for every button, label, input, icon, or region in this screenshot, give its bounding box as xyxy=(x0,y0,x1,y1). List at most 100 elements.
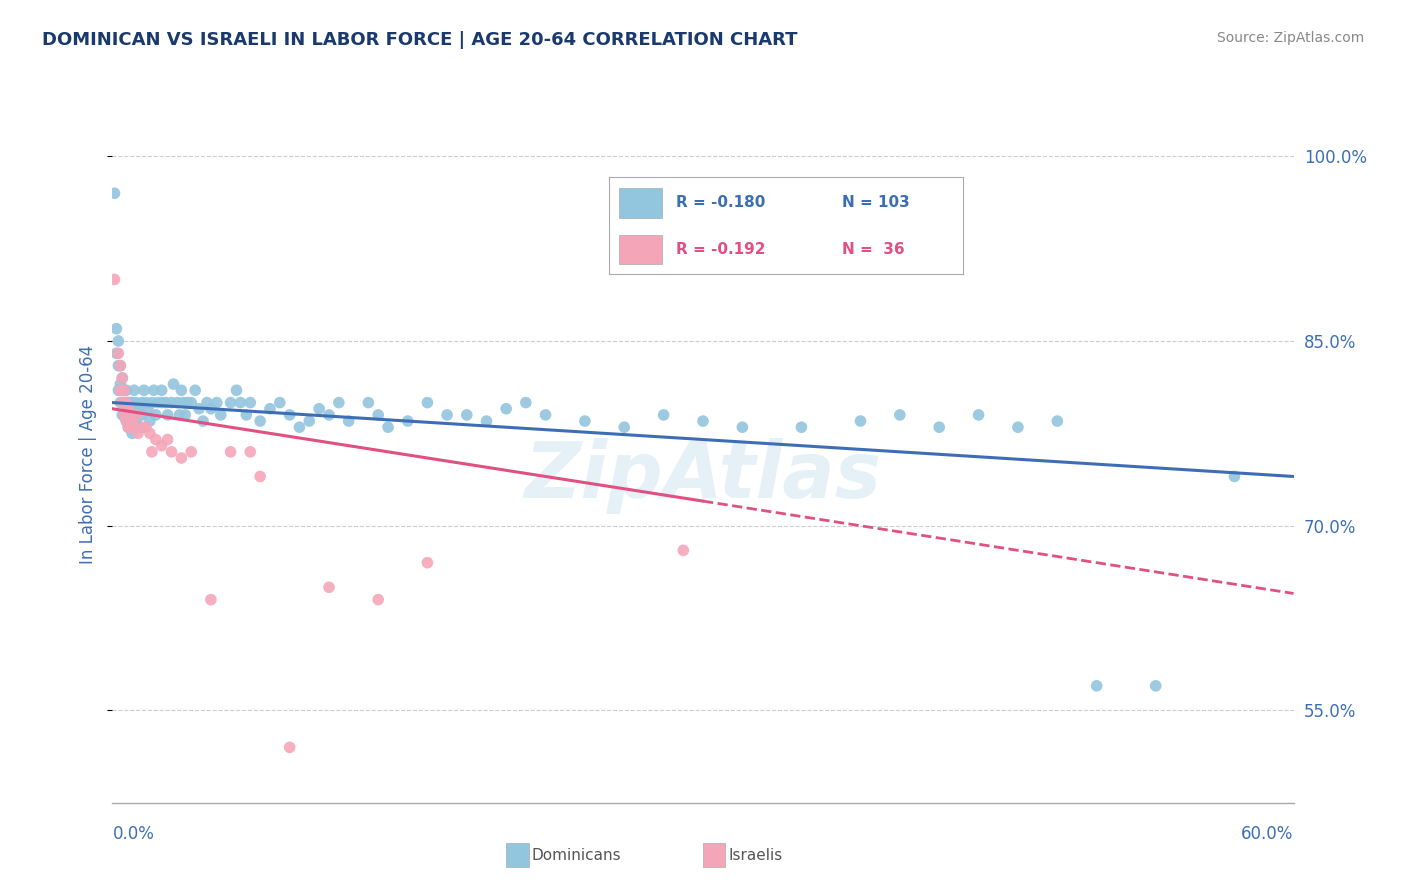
Point xyxy=(156,433,179,447)
Point xyxy=(367,408,389,422)
Point xyxy=(103,272,125,286)
Point xyxy=(115,414,138,428)
Point xyxy=(219,445,242,459)
Point xyxy=(416,395,439,409)
Point xyxy=(249,414,271,428)
Point xyxy=(125,408,148,422)
Point xyxy=(103,186,125,201)
Point xyxy=(652,408,675,422)
Point xyxy=(160,395,183,409)
Text: DOMINICAN VS ISRAELI IN LABOR FORCE | AGE 20-64 CORRELATION CHART: DOMINICAN VS ISRAELI IN LABOR FORCE | AG… xyxy=(42,31,797,49)
Text: N = 103: N = 103 xyxy=(842,195,910,211)
Text: R = -0.180: R = -0.180 xyxy=(676,195,765,211)
Point xyxy=(278,408,301,422)
Text: Israelis: Israelis xyxy=(728,848,783,863)
Point xyxy=(142,384,165,398)
Point xyxy=(162,377,184,392)
Point xyxy=(184,384,207,398)
Text: 0.0%: 0.0% xyxy=(112,825,155,843)
Text: Dominicans: Dominicans xyxy=(531,848,621,863)
Point xyxy=(416,556,439,570)
Point xyxy=(205,395,228,409)
Point xyxy=(169,408,191,422)
Point xyxy=(534,408,557,422)
Point xyxy=(172,395,194,409)
Point xyxy=(1085,679,1108,693)
Point xyxy=(125,414,148,428)
Point xyxy=(127,401,149,416)
Point xyxy=(110,359,132,373)
Point xyxy=(731,420,754,434)
Point xyxy=(790,420,813,434)
Point xyxy=(141,445,163,459)
Y-axis label: In Labor Force | Age 20-64: In Labor Force | Age 20-64 xyxy=(79,345,97,565)
Bar xyxy=(619,188,662,218)
Point xyxy=(127,426,149,441)
Point xyxy=(1007,420,1029,434)
Point xyxy=(515,395,537,409)
Text: Source: ZipAtlas.com: Source: ZipAtlas.com xyxy=(1216,31,1364,45)
Point xyxy=(135,395,157,409)
Point xyxy=(889,408,911,422)
Point xyxy=(235,408,257,422)
Point xyxy=(318,408,340,422)
Point xyxy=(357,395,380,409)
Point xyxy=(156,408,179,422)
Point xyxy=(127,420,149,434)
Point xyxy=(120,420,142,434)
Point xyxy=(145,433,167,447)
Point xyxy=(170,384,193,398)
Point xyxy=(180,445,202,459)
Point xyxy=(115,384,138,398)
Point xyxy=(121,414,143,428)
Text: ZipAtlas: ZipAtlas xyxy=(524,438,882,514)
Point xyxy=(117,420,139,434)
Point xyxy=(367,592,389,607)
Point xyxy=(436,408,458,422)
Point xyxy=(122,401,145,416)
Point xyxy=(219,395,242,409)
Point xyxy=(613,420,636,434)
Point xyxy=(122,384,145,398)
Point xyxy=(475,414,498,428)
Point xyxy=(131,408,153,422)
Point xyxy=(122,420,145,434)
Point xyxy=(107,359,129,373)
Point xyxy=(229,395,252,409)
Point xyxy=(120,395,142,409)
Point xyxy=(288,420,311,434)
Point xyxy=(132,384,155,398)
Point xyxy=(191,414,214,428)
Point xyxy=(117,401,139,416)
Point xyxy=(125,395,148,409)
Point xyxy=(1144,679,1167,693)
Point xyxy=(170,450,193,465)
Point xyxy=(115,414,138,428)
Point xyxy=(200,401,222,416)
Point xyxy=(176,395,198,409)
Point xyxy=(117,401,139,416)
Point xyxy=(155,395,177,409)
Point xyxy=(146,395,169,409)
Point xyxy=(1046,414,1069,428)
Point xyxy=(110,359,132,373)
Point xyxy=(259,401,281,416)
Point xyxy=(107,384,129,398)
Point xyxy=(112,408,135,422)
Point xyxy=(180,395,202,409)
Point xyxy=(269,395,291,409)
Point xyxy=(121,395,143,409)
Point xyxy=(328,395,350,409)
Point xyxy=(131,395,153,409)
Point xyxy=(121,426,143,441)
Point xyxy=(111,371,134,385)
Point xyxy=(188,401,211,416)
Point xyxy=(150,439,173,453)
Point xyxy=(239,445,262,459)
Bar xyxy=(619,235,662,264)
Point xyxy=(849,414,872,428)
Point xyxy=(672,543,695,558)
Point xyxy=(150,384,173,398)
Point xyxy=(111,395,134,409)
Point xyxy=(112,384,135,398)
